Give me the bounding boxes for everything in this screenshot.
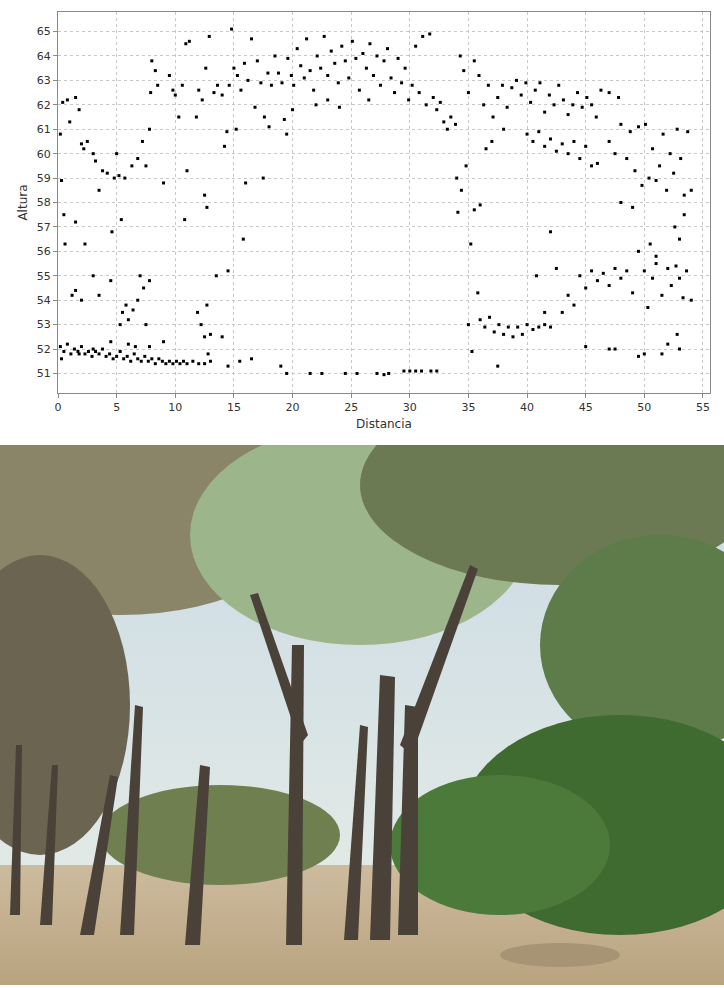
svg-text:55: 55 (696, 401, 710, 414)
svg-text:45: 45 (579, 401, 593, 414)
svg-text:54: 54 (37, 294, 51, 307)
svg-text:56: 56 (37, 245, 51, 258)
svg-text:20: 20 (286, 401, 300, 414)
svg-text:Altura: Altura (16, 184, 30, 220)
svg-text:53: 53 (37, 318, 51, 331)
svg-text:5: 5 (113, 401, 120, 414)
svg-text:58: 58 (37, 196, 51, 209)
svg-text:65: 65 (37, 25, 51, 38)
svg-text:62: 62 (37, 99, 51, 112)
svg-text:52: 52 (37, 343, 51, 356)
svg-text:0: 0 (55, 401, 62, 414)
svg-text:51: 51 (37, 367, 51, 380)
svg-text:15: 15 (227, 401, 241, 414)
svg-text:57: 57 (37, 221, 51, 234)
svg-text:63: 63 (37, 74, 51, 87)
svg-text:61: 61 (37, 123, 51, 136)
svg-text:10: 10 (168, 401, 182, 414)
svg-text:35: 35 (461, 401, 475, 414)
svg-text:59: 59 (37, 172, 51, 185)
svg-text:50: 50 (637, 401, 651, 414)
svg-text:60: 60 (37, 148, 51, 161)
svg-text:30: 30 (403, 401, 417, 414)
svg-text:40: 40 (520, 401, 534, 414)
svg-text:25: 25 (344, 401, 358, 414)
svg-text:64: 64 (37, 50, 51, 63)
svg-text:Distancia: Distancia (356, 417, 412, 431)
svg-text:55: 55 (37, 270, 51, 283)
